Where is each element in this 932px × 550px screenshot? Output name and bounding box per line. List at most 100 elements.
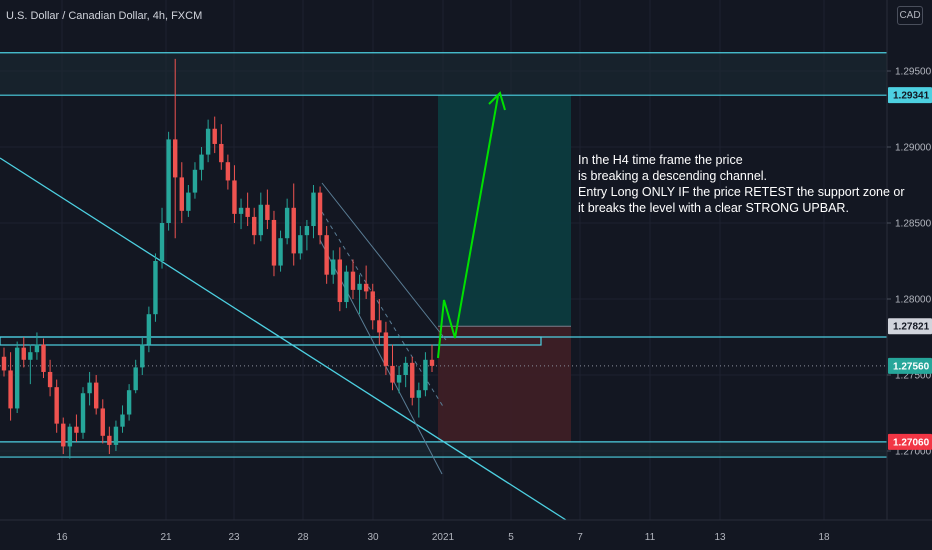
candle xyxy=(100,399,105,444)
candle-body xyxy=(126,390,132,415)
candle-body xyxy=(331,259,336,275)
annotation-line: is breaking a descending channel. xyxy=(578,169,768,183)
candle-body xyxy=(34,344,40,353)
price-tag-bg xyxy=(888,87,932,104)
candle xyxy=(93,375,99,415)
candle-body xyxy=(245,207,250,217)
candle xyxy=(199,147,204,181)
candle xyxy=(278,230,283,272)
price-tag-bg xyxy=(888,318,932,335)
candle xyxy=(41,338,46,379)
candle xyxy=(87,371,92,406)
candle-body xyxy=(396,375,402,383)
candle xyxy=(377,299,382,345)
candle xyxy=(173,58,178,239)
price-tag: 1.27821 xyxy=(888,318,932,335)
candle xyxy=(403,356,408,388)
annotation-line: In the H4 time frame the price xyxy=(578,153,743,167)
horizontal-levels xyxy=(0,52,887,458)
candle xyxy=(344,265,349,309)
candle xyxy=(245,192,250,227)
candle xyxy=(133,359,138,394)
candle xyxy=(159,207,165,269)
candle xyxy=(140,337,145,375)
candle-body xyxy=(1,356,7,371)
candle xyxy=(1,347,7,377)
y-tick-label: 1.29000 xyxy=(895,143,932,154)
candle-body xyxy=(87,382,92,394)
candle-body xyxy=(344,271,349,303)
candle-body xyxy=(377,320,382,333)
x-tick-label: 23 xyxy=(228,532,240,543)
candle xyxy=(291,183,296,266)
candlestick-series xyxy=(1,58,435,459)
descending-trendline xyxy=(0,157,567,521)
candle-body xyxy=(205,128,211,155)
candle xyxy=(120,405,125,433)
projection-arrow xyxy=(437,91,506,359)
candle-body xyxy=(363,283,369,292)
candle-body xyxy=(166,139,171,223)
candle-body xyxy=(133,367,138,391)
price-tag-label: 1.29341 xyxy=(893,91,930,102)
candle-body xyxy=(21,347,26,360)
annotation-text: In the H4 time frame the price is breaki… xyxy=(578,152,905,216)
candle xyxy=(429,344,435,372)
candle-body xyxy=(47,371,53,388)
candle xyxy=(61,417,66,455)
x-tick-label: 28 xyxy=(297,532,309,543)
candle-body xyxy=(304,226,310,236)
candle xyxy=(74,414,79,442)
candle xyxy=(80,387,86,439)
annotation-line: it breaks the level with a clear STRONG … xyxy=(578,201,849,215)
candle-body xyxy=(225,162,231,181)
candle-body xyxy=(67,426,73,447)
candle-body xyxy=(61,423,66,447)
candle xyxy=(179,162,184,223)
price-tag-bg xyxy=(888,433,932,450)
candle xyxy=(258,192,263,242)
candle xyxy=(126,384,132,421)
candle-body xyxy=(107,435,112,445)
candle-body xyxy=(324,235,329,275)
candle-body xyxy=(271,219,277,266)
candle xyxy=(317,186,323,245)
candle-body xyxy=(93,382,99,409)
candle-body xyxy=(350,271,356,290)
currency-button[interactable]: CAD xyxy=(897,6,923,25)
candle xyxy=(192,162,198,199)
candle-body xyxy=(74,426,79,433)
candle xyxy=(205,119,211,163)
price-tag: 1.27060 xyxy=(888,433,932,450)
x-tick-label: 18 xyxy=(818,532,830,543)
chart-title: U.S. Dollar / Canadian Dollar, 4h, FXCM xyxy=(6,10,203,22)
candle-body xyxy=(120,414,125,427)
candle xyxy=(8,352,13,421)
price-tag-label: 1.27060 xyxy=(893,437,930,448)
candle-body xyxy=(159,223,165,261)
candle-body xyxy=(192,169,198,193)
candle-body xyxy=(28,352,33,360)
candle xyxy=(298,226,303,260)
x-tick-label: 7 xyxy=(577,532,583,543)
candle xyxy=(284,198,290,245)
candle xyxy=(396,365,402,394)
candle xyxy=(225,154,231,190)
candle xyxy=(304,219,310,251)
x-tick-label: 5 xyxy=(508,532,514,543)
price-tag: 1.27560 xyxy=(888,357,932,374)
channel-upper xyxy=(321,182,447,341)
x-tick-label: 11 xyxy=(645,532,656,543)
price-tag-bg xyxy=(888,357,932,374)
candle-body xyxy=(317,192,323,236)
candle-body xyxy=(370,291,375,321)
candle-body xyxy=(100,408,105,436)
candle xyxy=(271,210,277,277)
projection-path xyxy=(437,95,499,359)
candle-body xyxy=(265,204,270,220)
candle xyxy=(34,332,40,360)
candle-body xyxy=(186,192,191,211)
candle xyxy=(383,321,389,375)
candle-body xyxy=(337,259,343,303)
